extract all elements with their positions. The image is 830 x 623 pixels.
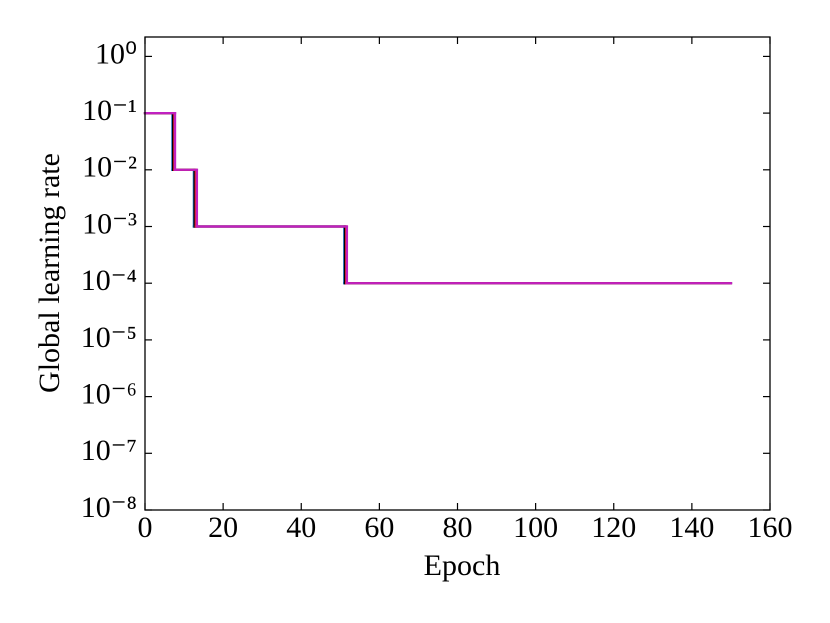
x-tick-label: 0 xyxy=(138,511,153,544)
x-tick-label: 80 xyxy=(443,511,473,544)
y-tick-label: 10⁰ xyxy=(95,37,137,70)
y-axis-label: Global learning rate xyxy=(33,153,66,393)
y-tick-label: 10⁻⁶ xyxy=(81,377,137,410)
x-tick-label: 20 xyxy=(208,511,238,544)
y-tick-label: 10⁻⁵ xyxy=(81,321,137,354)
x-tick-label: 160 xyxy=(748,511,793,544)
x-tick-label: 100 xyxy=(513,511,558,544)
y-tick-label: 10⁻⁸ xyxy=(81,491,137,524)
x-tick-label: 140 xyxy=(669,511,714,544)
y-tick-label: 10⁻¹ xyxy=(82,94,137,127)
y-tick-label: 10⁻⁷ xyxy=(81,434,137,467)
y-tick-label: 10⁻⁴ xyxy=(81,264,137,297)
y-tick-label: 10⁻² xyxy=(82,151,137,184)
plot-frame xyxy=(144,36,771,511)
x-tick-label: 120 xyxy=(591,511,636,544)
x-tick-label: 60 xyxy=(364,511,394,544)
x-tick-label: 40 xyxy=(286,511,316,544)
x-axis-label: Epoch xyxy=(424,549,501,582)
y-tick-label: 10⁻³ xyxy=(82,207,137,240)
